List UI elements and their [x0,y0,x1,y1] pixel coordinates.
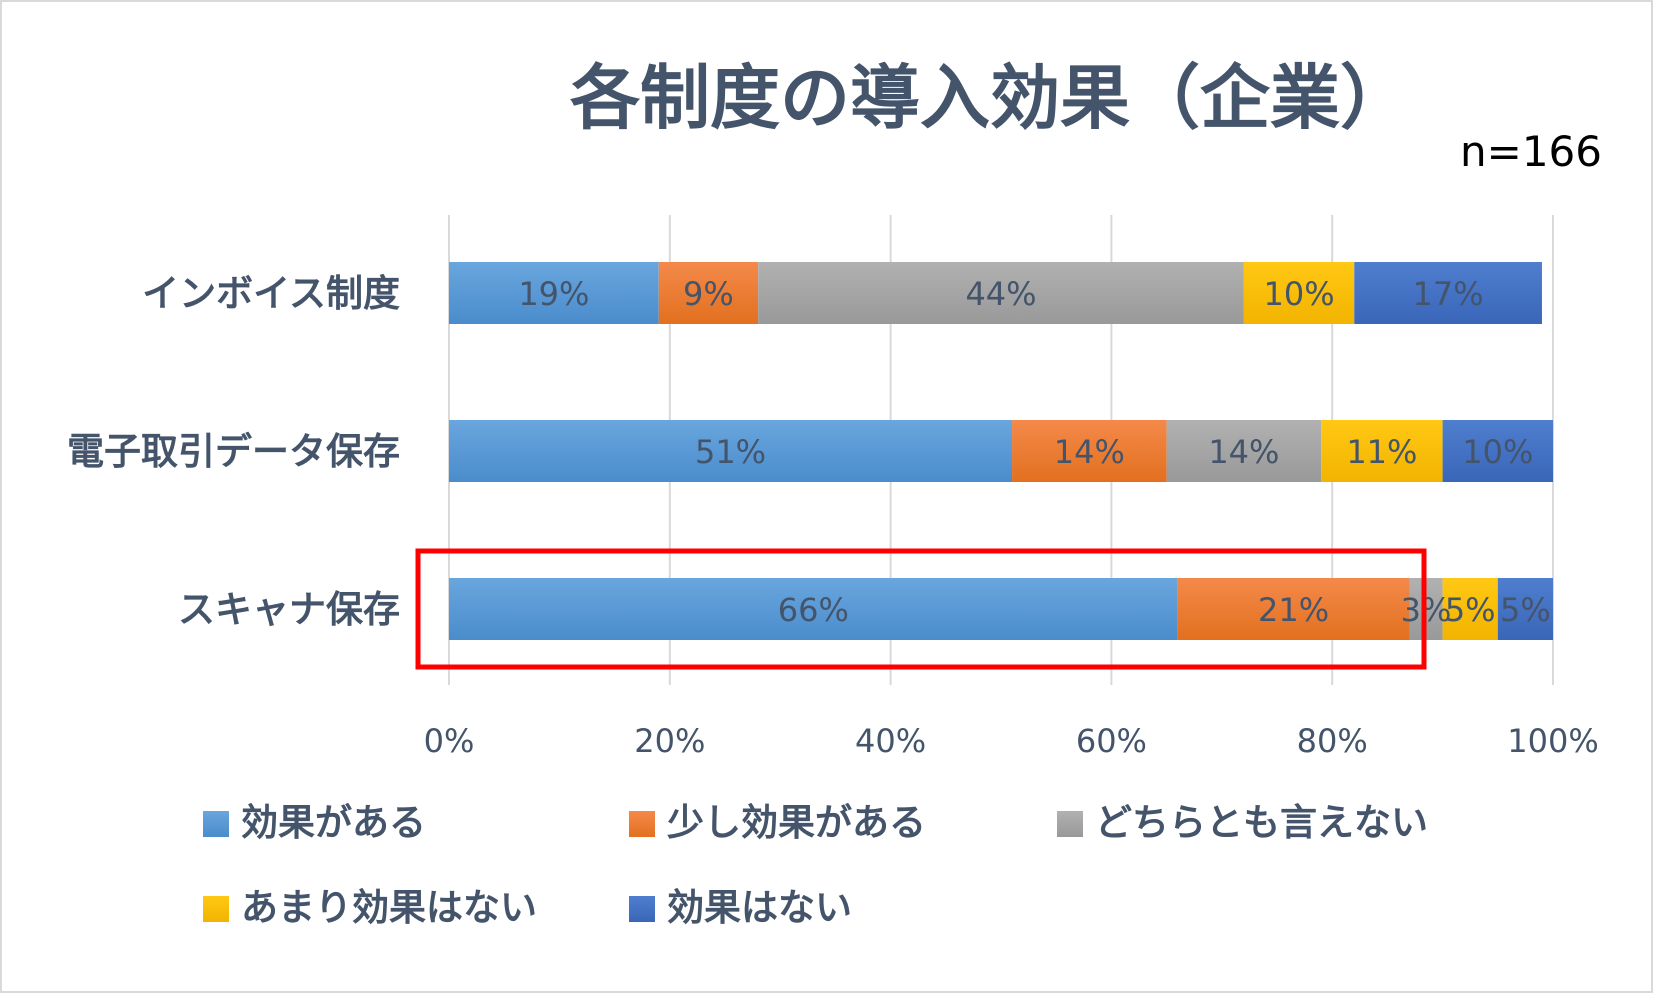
bar-segment [758,262,1244,324]
bar-segment [1166,420,1322,482]
legend-label: 少し効果がある [667,801,926,844]
legend-swatch [203,811,229,837]
bar-segment [658,262,759,324]
bar-segment [1321,420,1443,482]
x-tick-label: 40% [855,722,926,760]
category-label: インボイス制度 [142,272,400,315]
data-label: 51% [695,433,766,471]
legend-label: あまり効果はない [241,886,537,929]
data-label: 66% [778,591,849,629]
data-label: 5% [1500,591,1551,629]
data-label: 10% [1264,275,1335,313]
bar-segment [449,420,1013,482]
bar-segment [1177,578,1410,640]
x-tick-label: 0% [424,722,475,760]
data-label: 9% [683,275,734,313]
data-label: 10% [1462,433,1533,471]
bar-segment [1243,262,1355,324]
chart-title: 各制度の導入効果（企業） [570,57,1410,139]
legend-swatch [629,811,655,837]
legend-label: どちらとも言えない [1095,801,1428,844]
data-label: 17% [1413,275,1484,313]
bar-segment [1442,420,1553,482]
highlight-box [415,548,1427,670]
x-tick-label: 80% [1297,722,1368,760]
x-tick-label: 100% [1507,722,1598,760]
highlight [415,548,1427,670]
bar-segment [1442,578,1498,640]
bar-segment [1497,578,1553,640]
legend-swatch [1057,811,1083,837]
data-label: 14% [1054,433,1125,471]
legend-swatch [203,896,229,922]
sample-size-label: n=166 [1460,127,1602,176]
legend-label: 効果はない [667,886,852,929]
data-label: 19% [518,275,589,313]
bar-segment [1354,262,1542,324]
bars [449,262,1553,640]
data-label: 44% [965,275,1036,313]
data-label: 11% [1346,433,1417,471]
data-label: 14% [1208,433,1279,471]
data-label: 5% [1445,591,1496,629]
category-label: スキャナ保存 [178,588,400,631]
legend-swatch [629,896,655,922]
x-tick-label: 60% [1076,722,1147,760]
data-label: 21% [1258,591,1329,629]
bar-segment [449,578,1178,640]
bar-segment [449,262,659,324]
bar-segment [1012,420,1167,482]
data-labels: 19% 9% 44% 10% 17%51% 14% 14% 11% 10%66% 21% 3%5% 5… [518,275,1550,629]
legend-label: 効果がある [241,801,426,844]
x-axis-ticks: 0% 20% 40% 60% 80% 100% [424,722,1599,760]
category-label: 電子取引データ保存 [67,430,400,473]
x-tick-label: 20% [634,722,705,760]
